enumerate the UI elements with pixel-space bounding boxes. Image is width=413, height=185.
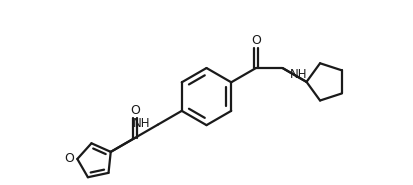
Text: NH: NH [133, 117, 150, 130]
Text: O: O [130, 104, 140, 117]
Text: O: O [251, 34, 261, 47]
Text: NH: NH [290, 68, 307, 81]
Text: O: O [64, 152, 74, 165]
